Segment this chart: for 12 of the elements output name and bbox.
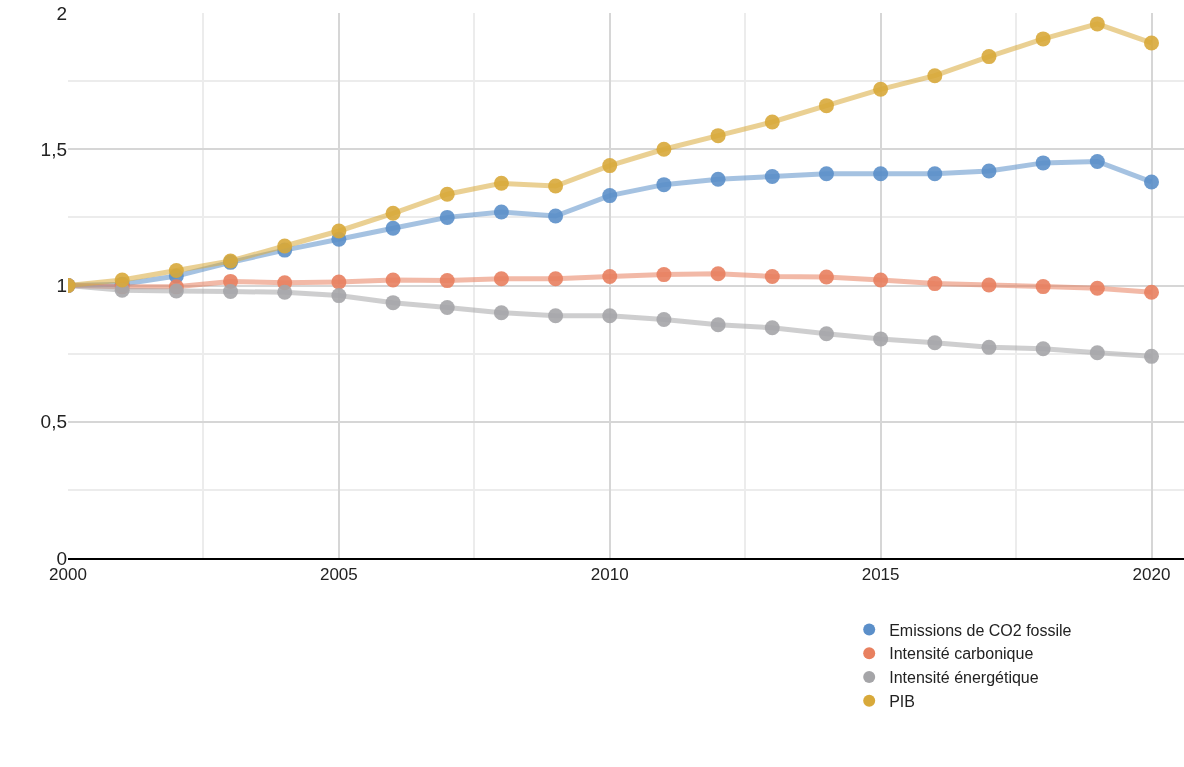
legend-label: Emissions de CO2 fossile [889, 621, 1072, 639]
x-tick-label: 2005 [319, 565, 358, 585]
x-tick-label: 2015 [861, 565, 900, 585]
legend-label: Intensité énergétique [889, 669, 1039, 687]
y-tick-label: 1 [56, 275, 67, 297]
y-tick-label: 2 [56, 2, 67, 24]
legend-label: PIB [889, 693, 915, 711]
x-tick-label: 2020 [1132, 565, 1171, 585]
y-tick-label: 0,5 [40, 411, 67, 433]
legend-label: Intensité carbonique [889, 645, 1034, 663]
y-tick-label: 1,5 [40, 138, 67, 160]
x-tick-label: 2010 [590, 565, 629, 585]
